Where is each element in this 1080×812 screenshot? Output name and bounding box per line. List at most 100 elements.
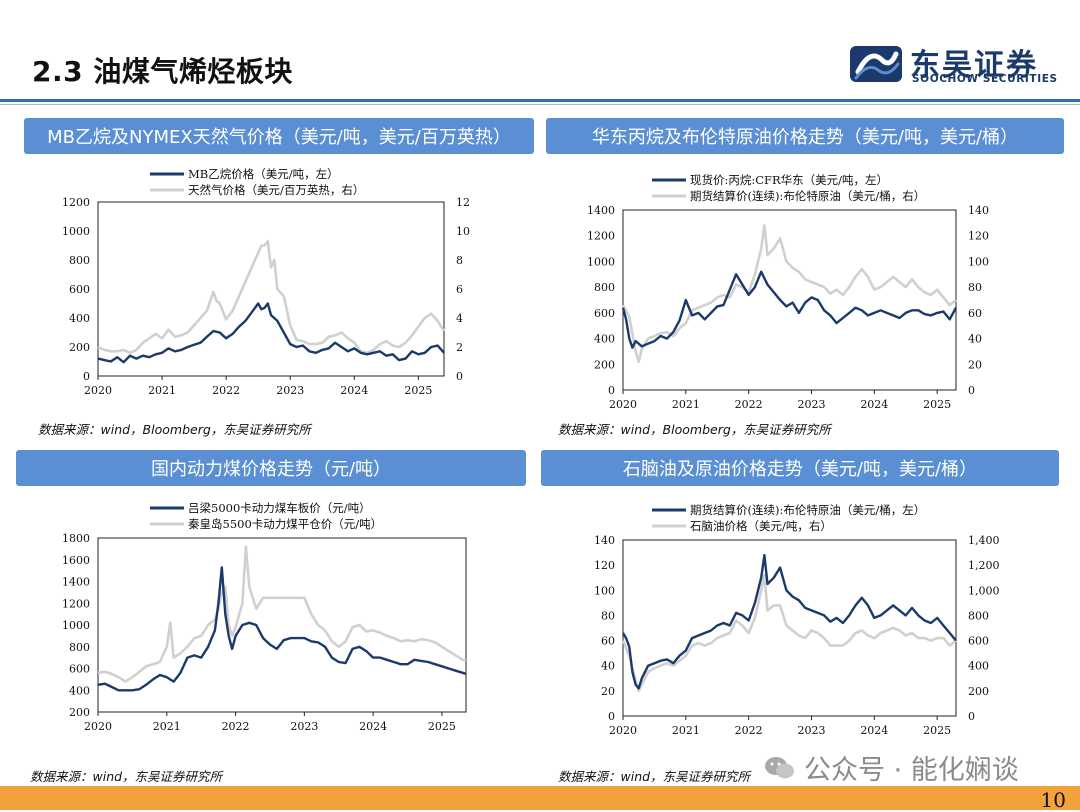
y-right-tick-label: 800	[968, 609, 989, 622]
x-tick-label: 2022	[212, 384, 240, 397]
series-line-0	[97, 566, 467, 692]
panel-4-source: 数据来源：wind，东吴证券研究所	[558, 769, 751, 784]
chart-naphtha-crude: 0 20 40 60 80 100 120 140 0 200 400 600 800 1,000 1,20…	[594, 503, 1000, 737]
y-right-tick-label: 600	[968, 635, 989, 648]
y-right-tick-label: 1,400	[968, 534, 1000, 547]
y-left-tick-label: 800	[594, 281, 615, 294]
y-left-tick-label: 1000	[62, 225, 90, 238]
panel-3-header: 国内动力煤价格走势（元/吨）	[16, 450, 526, 486]
y-right-tick-label: 1,000	[968, 584, 1000, 597]
y-left-tick-label: 60	[601, 635, 615, 648]
y-right-tick-label: 0	[968, 710, 975, 723]
company-logo: 东吴证券 SOOCHOW SECURITIES	[848, 42, 1058, 88]
x-tick-label: 2020	[609, 724, 637, 737]
watermark: 公众号 · 能化娴谈	[764, 748, 1019, 787]
x-tick-label: 2023	[276, 384, 304, 397]
y-left-tick-label: 1800	[62, 532, 90, 545]
series-line-1	[97, 239, 446, 355]
chart-thermal-coal: 200 400 600 800 1000 1200 1400 1600 1800 2020 2021…	[62, 501, 467, 733]
panel-3-source: 数据来源：wind，东吴证券研究所	[30, 769, 223, 784]
y-right-tick-label: 100	[968, 255, 989, 268]
panel-4-header: 石脑油及原油价格走势（美元/吨，美元/桶）	[541, 450, 1059, 486]
y-left-tick-label: 0	[608, 710, 615, 723]
series-line-1	[621, 224, 957, 363]
x-tick-label: 2024	[860, 398, 888, 411]
y-left-tick-label: 200	[594, 358, 615, 371]
y-left-tick-label: 140	[594, 534, 615, 547]
series-line-1	[621, 573, 957, 693]
x-tick-label: 2025	[923, 398, 951, 411]
y-right-tick-label: 0	[456, 370, 463, 383]
legend-label-0: 期货结算价(连续):布伦特原油（美元/桶，左）	[690, 503, 925, 517]
y-left-tick-label: 1200	[587, 230, 615, 243]
y-left-tick-label: 600	[69, 283, 90, 296]
wechat-icon	[765, 756, 794, 778]
legend-label-0: 吕梁5000卡动力煤车板价（元/吨）	[188, 501, 371, 515]
x-tick-label: 2021	[148, 384, 176, 397]
series-line-0	[621, 553, 957, 690]
panel-1-source: 数据来源：wind，Bloomberg，东吴证券研究所	[38, 422, 311, 437]
y-left-tick-label: 0	[83, 370, 90, 383]
y-right-tick-label: 200	[968, 685, 989, 698]
header-rule-thin	[0, 104, 1080, 105]
logo-english-name: SOOCHOW SECURITIES	[912, 73, 1058, 85]
footer-bar	[0, 786, 1080, 810]
legend-label-1: 天然气价格（美元/百万英热，右）	[188, 183, 364, 197]
series-line-0	[621, 270, 958, 349]
x-tick-label: 2022	[735, 724, 763, 737]
x-tick-label: 2025	[923, 724, 951, 737]
watermark-text: 公众号 · 能化娴谈	[804, 755, 1019, 786]
plot-frame	[97, 201, 445, 377]
y-right-tick-label: 12	[456, 196, 470, 209]
y-right-tick-label: 2	[456, 341, 463, 354]
y-right-tick-label: 4	[456, 312, 463, 325]
chart-ethane-natgas: 0 200 400 600 800 1000 1200 0 2 4 6 8 10 12 2020 2021 20…	[62, 167, 470, 397]
series-line-0	[97, 302, 445, 364]
y-left-tick-label: 400	[69, 684, 90, 697]
y-left-tick-label: 800	[69, 641, 90, 654]
x-tick-label: 2023	[290, 720, 318, 733]
panel-2-source: 数据来源：wind，Bloomberg，东吴证券研究所	[558, 422, 831, 437]
series-line-1	[97, 545, 467, 683]
x-tick-label: 2021	[672, 398, 700, 411]
y-left-tick-label: 400	[594, 333, 615, 346]
x-tick-label: 2020	[609, 398, 637, 411]
x-tick-label: 2020	[84, 384, 112, 397]
y-left-tick-label: 400	[69, 312, 90, 325]
plot-frame	[622, 209, 957, 391]
y-left-tick-label: 20	[601, 685, 615, 698]
legend-label-1: 石脑油价格（美元/吨，右）	[690, 519, 832, 533]
x-tick-label: 2025	[404, 384, 432, 397]
plot-frame	[622, 539, 957, 717]
panel-2-header: 华东丙烷及布伦特原油价格走势（美元/吨，美元/桶）	[546, 118, 1064, 154]
y-left-tick-label: 40	[601, 660, 615, 673]
y-left-tick-label: 80	[601, 609, 615, 622]
y-right-tick-label: 140	[968, 204, 989, 217]
y-left-tick-label: 1000	[62, 619, 90, 632]
x-tick-label: 2025	[428, 720, 456, 733]
y-left-tick-label: 120	[594, 559, 615, 572]
y-left-tick-label: 600	[69, 663, 90, 676]
y-left-tick-label: 1400	[587, 204, 615, 217]
x-tick-label: 2020	[84, 720, 112, 733]
panel-1-header: MB乙烷及NYMEX天然气价格（美元/吨，美元/百万英热）	[24, 118, 534, 154]
page-title: 2.3 油煤气烯烃板块	[32, 55, 293, 88]
y-left-tick-label: 1200	[62, 196, 90, 209]
y-right-tick-label: 120	[968, 230, 989, 243]
y-left-tick-label: 0	[608, 384, 615, 397]
legend-label-0: MB乙烷价格（美元/吨，左）	[188, 167, 339, 181]
page-number: 10	[1040, 788, 1066, 812]
y-left-tick-label: 1200	[62, 597, 90, 610]
y-right-tick-label: 400	[968, 660, 989, 673]
x-tick-label: 2024	[359, 720, 387, 733]
y-right-tick-label: 40	[968, 333, 982, 346]
x-tick-label: 2024	[860, 724, 888, 737]
x-tick-label: 2021	[672, 724, 700, 737]
x-tick-label: 2022	[222, 720, 250, 733]
y-right-tick-label: 80	[968, 281, 982, 294]
x-tick-label: 2024	[340, 384, 368, 397]
y-right-tick-label: 20	[968, 358, 982, 371]
y-right-tick-label: 1,200	[968, 559, 1000, 572]
x-tick-label: 2021	[153, 720, 181, 733]
y-right-tick-label: 10	[456, 225, 470, 238]
